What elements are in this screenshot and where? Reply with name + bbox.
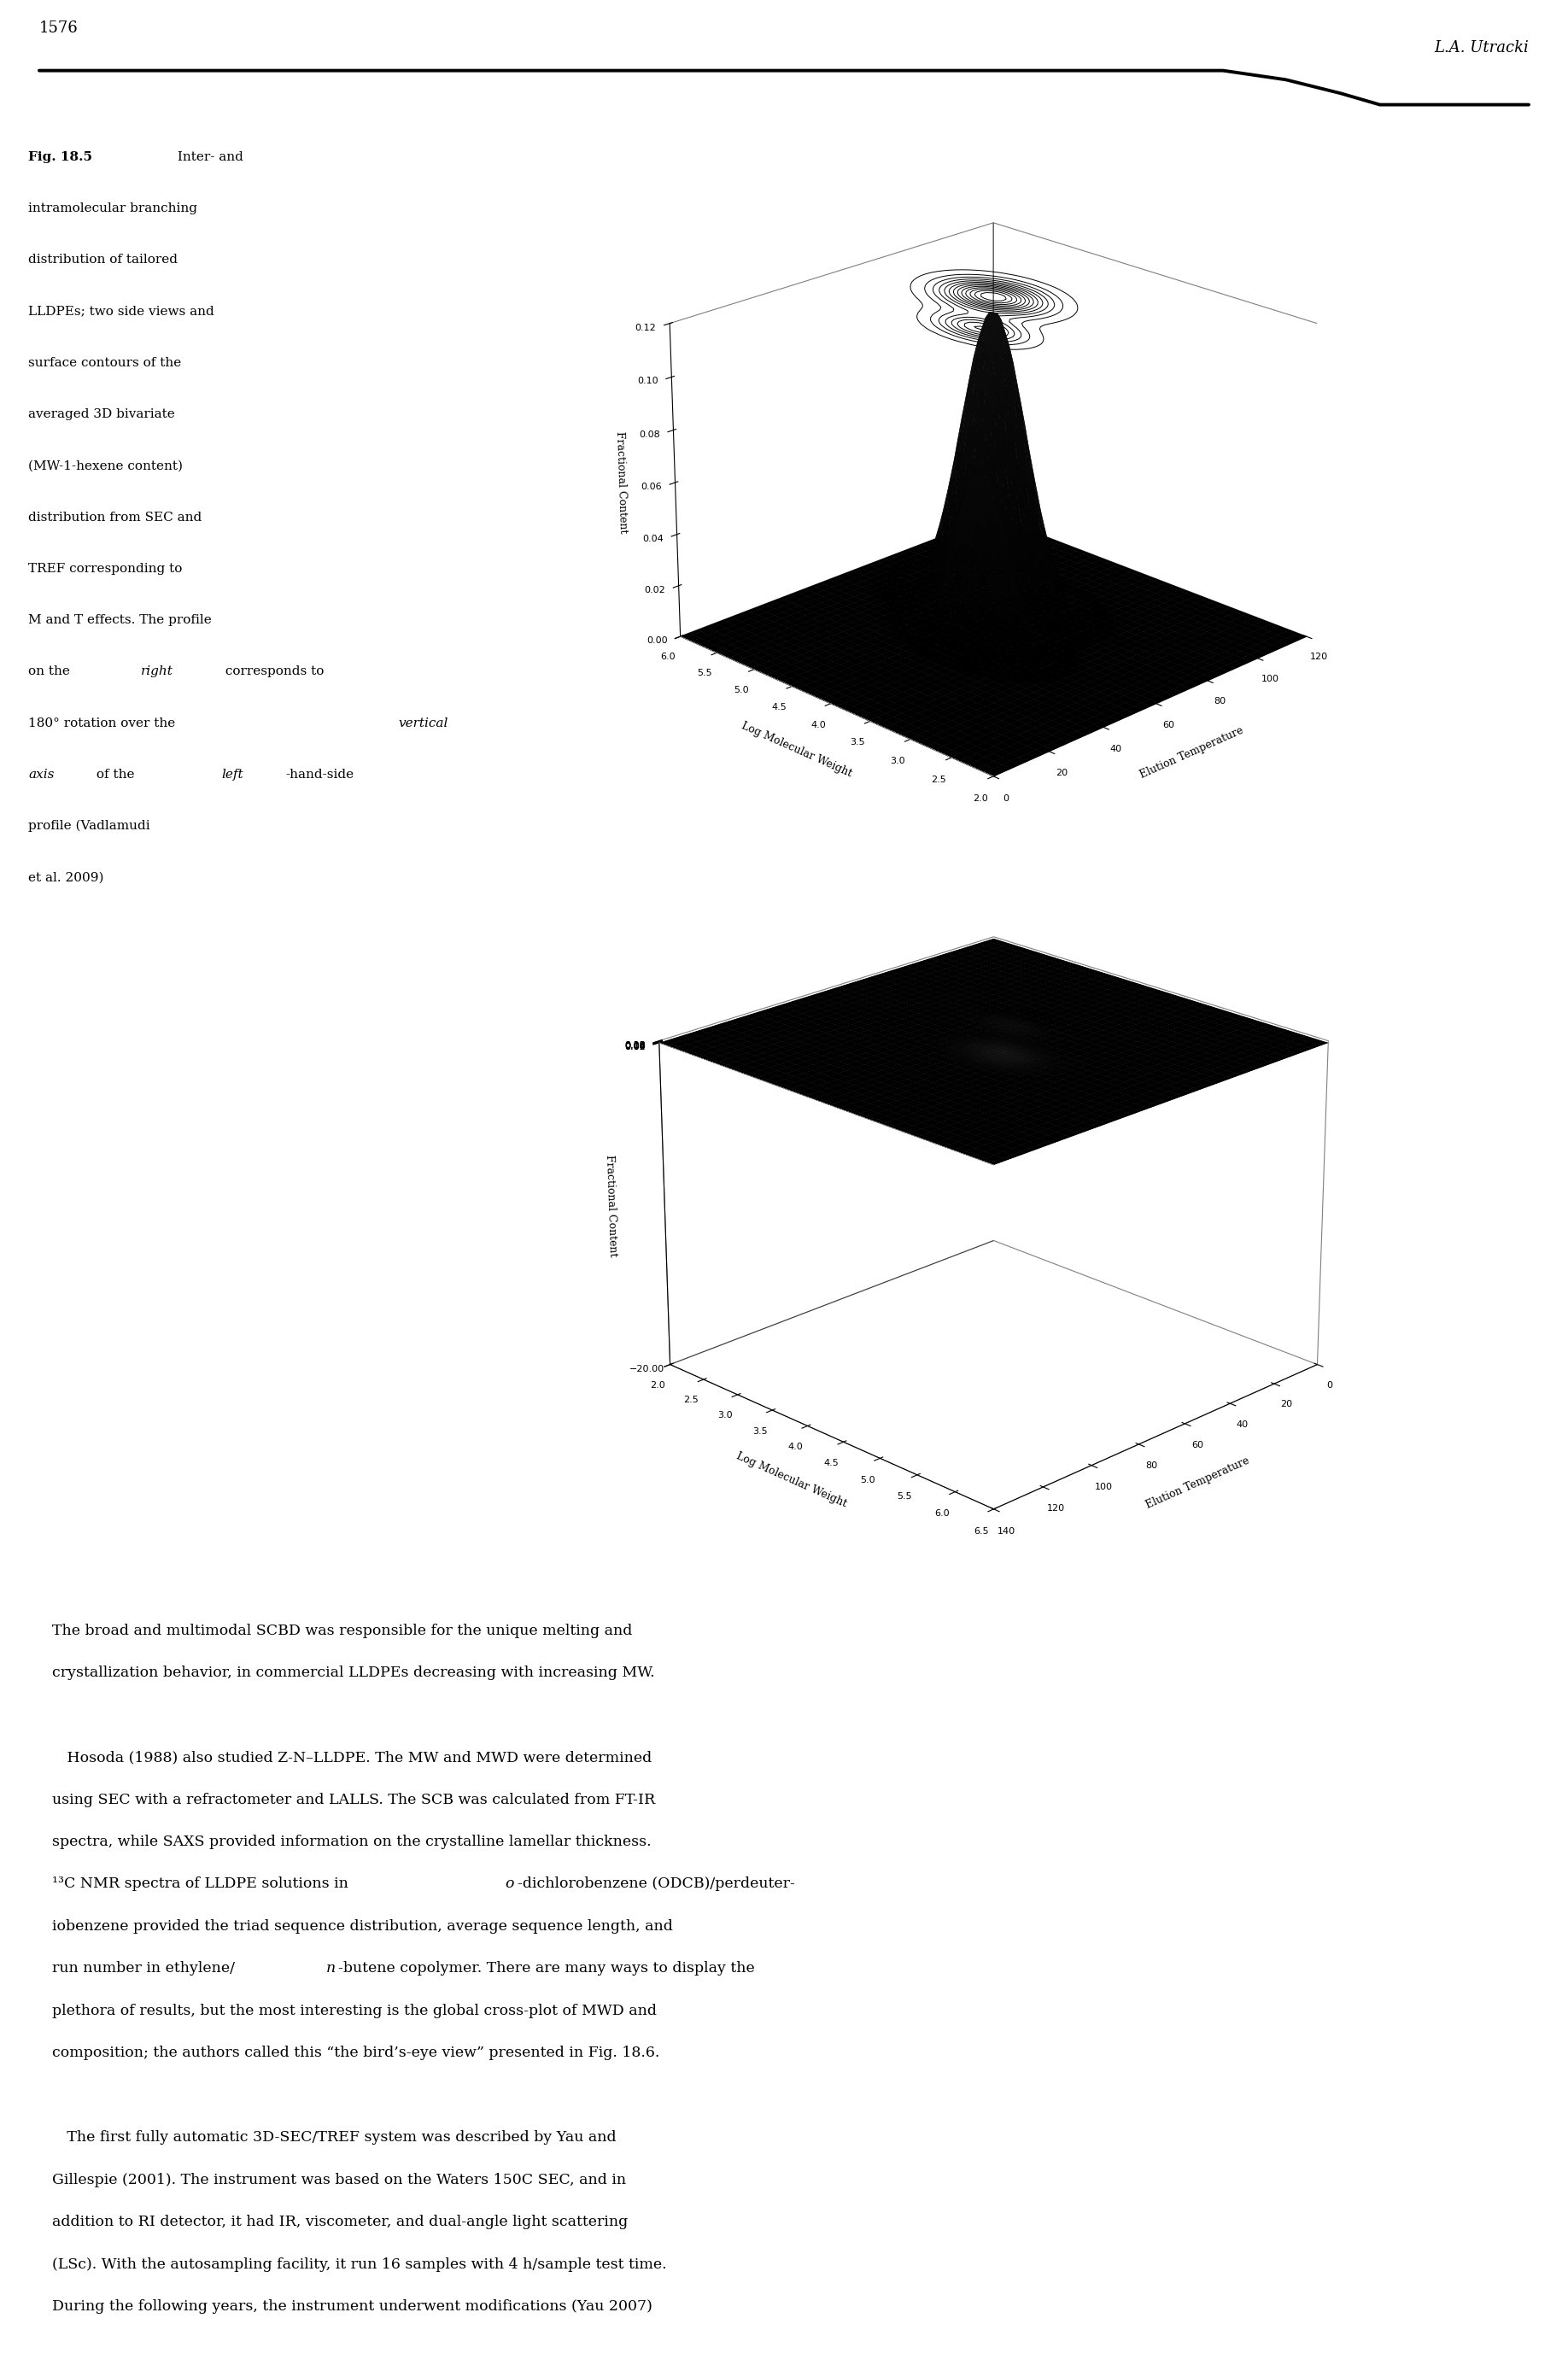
Text: ¹³C NMR spectra of LLDPE solutions in: ¹³C NMR spectra of LLDPE solutions in xyxy=(52,1878,353,1892)
Text: distribution of tailored: distribution of tailored xyxy=(28,254,177,266)
Y-axis label: Log Molecular Weight: Log Molecular Weight xyxy=(735,1451,848,1510)
Text: (LSc). With the autosampling facility, it run 16 samples with 4 h/sample test ti: (LSc). With the autosampling facility, i… xyxy=(52,2257,666,2271)
Text: o: o xyxy=(505,1878,514,1892)
Text: -butene copolymer. There are many ways to display the: -butene copolymer. There are many ways t… xyxy=(339,1961,754,1975)
Text: crystallization behavior, in commercial LLDPEs decreasing with increasing MW.: crystallization behavior, in commercial … xyxy=(52,1664,654,1681)
Text: n: n xyxy=(326,1961,336,1975)
Text: -dichlorobenzene (ODCB)/perdeuter-: -dichlorobenzene (ODCB)/perdeuter- xyxy=(517,1878,795,1892)
Text: et al. 2009): et al. 2009) xyxy=(28,873,103,884)
Text: (MW-1-hexene content): (MW-1-hexene content) xyxy=(28,460,183,472)
Text: composition; the authors called this “the bird’s-eye view” presented in Fig. 18.: composition; the authors called this “th… xyxy=(52,2046,659,2060)
Text: The first fully automatic 3D-SEC/TREF system was described by Yau and: The first fully automatic 3D-SEC/TREF sy… xyxy=(52,2132,616,2146)
Text: spectra, while SAXS provided information on the crystalline lamellar thickness.: spectra, while SAXS provided information… xyxy=(52,1835,651,1849)
Text: intramolecular branching: intramolecular branching xyxy=(28,202,198,213)
Text: addition to RI detector, it had IR, viscometer, and dual-angle light scattering: addition to RI detector, it had IR, visc… xyxy=(52,2215,627,2229)
Y-axis label: Log Molecular Weight: Log Molecular Weight xyxy=(740,721,855,780)
Text: run number in ethylene/: run number in ethylene/ xyxy=(52,1961,235,1975)
Text: plethora of results, but the most interesting is the global cross-plot of MWD an: plethora of results, but the most intere… xyxy=(52,2003,657,2018)
Text: averaged 3D bivariate: averaged 3D bivariate xyxy=(28,408,176,420)
Text: 1576: 1576 xyxy=(39,21,78,36)
Text: left: left xyxy=(221,768,243,780)
Text: Gillespie (2001). The instrument was based on the Waters 150C SEC, and in: Gillespie (2001). The instrument was bas… xyxy=(52,2172,626,2186)
Text: M and T effects. The profile: M and T effects. The profile xyxy=(28,614,212,626)
Text: Hosoda (1988) also studied Z-N–LLDPE. The MW and MWD were determined: Hosoda (1988) also studied Z-N–LLDPE. Th… xyxy=(52,1750,651,1764)
Text: The broad and multimodal SCBD was responsible for the unique melting and: The broad and multimodal SCBD was respon… xyxy=(52,1624,632,1638)
Text: L.A. Utracki: L.A. Utracki xyxy=(1435,40,1529,55)
Text: profile (Vadlamudi: profile (Vadlamudi xyxy=(28,820,151,832)
Text: During the following years, the instrument underwent modifications (Yau 2007): During the following years, the instrume… xyxy=(52,2300,652,2314)
Text: Inter- and: Inter- and xyxy=(172,152,243,164)
Text: surface contours of the: surface contours of the xyxy=(28,358,182,370)
Text: distribution from SEC and: distribution from SEC and xyxy=(28,512,202,524)
Text: using SEC with a refractometer and LALLS. The SCB was calculated from FT-IR: using SEC with a refractometer and LALLS… xyxy=(52,1792,655,1807)
Text: of the: of the xyxy=(93,768,140,780)
Text: iobenzene provided the triad sequence distribution, average sequence length, and: iobenzene provided the triad sequence di… xyxy=(52,1918,673,1935)
Text: vertical: vertical xyxy=(398,716,448,728)
Text: corresponds to: corresponds to xyxy=(221,666,325,678)
Text: Fig. 18.5: Fig. 18.5 xyxy=(28,152,93,164)
Text: LLDPEs; two side views and: LLDPEs; two side views and xyxy=(28,306,215,318)
Text: 180° rotation over the: 180° rotation over the xyxy=(28,716,179,728)
X-axis label: Elution Temperature: Elution Temperature xyxy=(1145,1456,1251,1510)
Text: on the: on the xyxy=(28,666,74,678)
Text: right: right xyxy=(141,666,172,678)
Text: axis: axis xyxy=(28,768,55,780)
Text: -hand-side: -hand-side xyxy=(285,768,354,780)
X-axis label: Elution Temperature: Elution Temperature xyxy=(1138,726,1245,780)
Text: TREF corresponding to: TREF corresponding to xyxy=(28,562,182,574)
